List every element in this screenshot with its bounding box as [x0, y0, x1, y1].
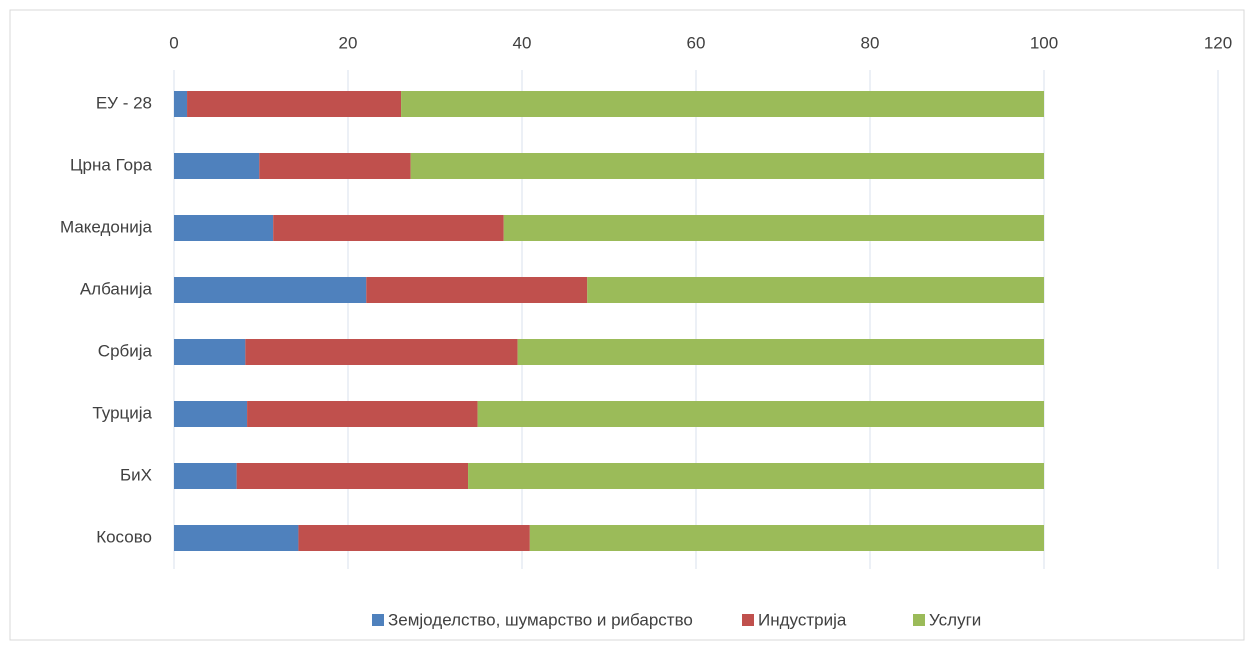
- y-tick-label: Македонија: [60, 217, 153, 236]
- legend-label: Индустрија: [758, 610, 847, 629]
- bar-segment: [174, 91, 188, 117]
- bar-segment: [517, 339, 1044, 365]
- y-tick-label: БиХ: [120, 465, 152, 484]
- y-tick-label: Црна Гора: [70, 155, 153, 174]
- bar-segment: [174, 401, 248, 427]
- bar-segment: [529, 525, 1044, 551]
- y-tick-label: Албанија: [80, 279, 153, 298]
- legend-label: Услуги: [929, 610, 981, 629]
- legend-swatch: [372, 614, 384, 626]
- bar-segment: [247, 401, 478, 427]
- legend-swatch: [742, 614, 754, 626]
- bar-segment: [366, 277, 588, 303]
- bar-segment: [477, 401, 1044, 427]
- bar-segment: [174, 339, 246, 365]
- x-tick-label: 100: [1030, 33, 1058, 52]
- bar-segment: [174, 463, 237, 489]
- bar-segment: [174, 153, 260, 179]
- bar-segment: [587, 277, 1044, 303]
- x-tick-label: 80: [861, 33, 880, 52]
- y-tick-label: Турција: [92, 403, 152, 422]
- x-tick-label: 20: [339, 33, 358, 52]
- bar-segment: [174, 277, 367, 303]
- y-tick-label: ЕУ - 28: [96, 93, 152, 112]
- legend-swatch: [913, 614, 925, 626]
- bar-segment: [236, 463, 469, 489]
- bar-segment: [410, 153, 1044, 179]
- legend-label: Земјоделство, шумарство и рибарство: [388, 610, 693, 629]
- bar-segment: [245, 339, 518, 365]
- x-tick-label: 120: [1204, 33, 1232, 52]
- bar-segment: [174, 525, 299, 551]
- y-tick-label: Косово: [96, 527, 152, 546]
- x-tick-label: 60: [687, 33, 706, 52]
- y-tick-label: Србија: [98, 341, 153, 360]
- x-tick-label: 40: [513, 33, 532, 52]
- bar-segment: [273, 215, 504, 241]
- x-tick-label: 0: [169, 33, 178, 52]
- bar-segment: [174, 215, 274, 241]
- bar-segment: [298, 525, 530, 551]
- bar-segment: [187, 91, 402, 117]
- bar-segment: [259, 153, 411, 179]
- bar-segment: [401, 91, 1044, 117]
- bar-segment: [468, 463, 1044, 489]
- bar-segment: [503, 215, 1045, 241]
